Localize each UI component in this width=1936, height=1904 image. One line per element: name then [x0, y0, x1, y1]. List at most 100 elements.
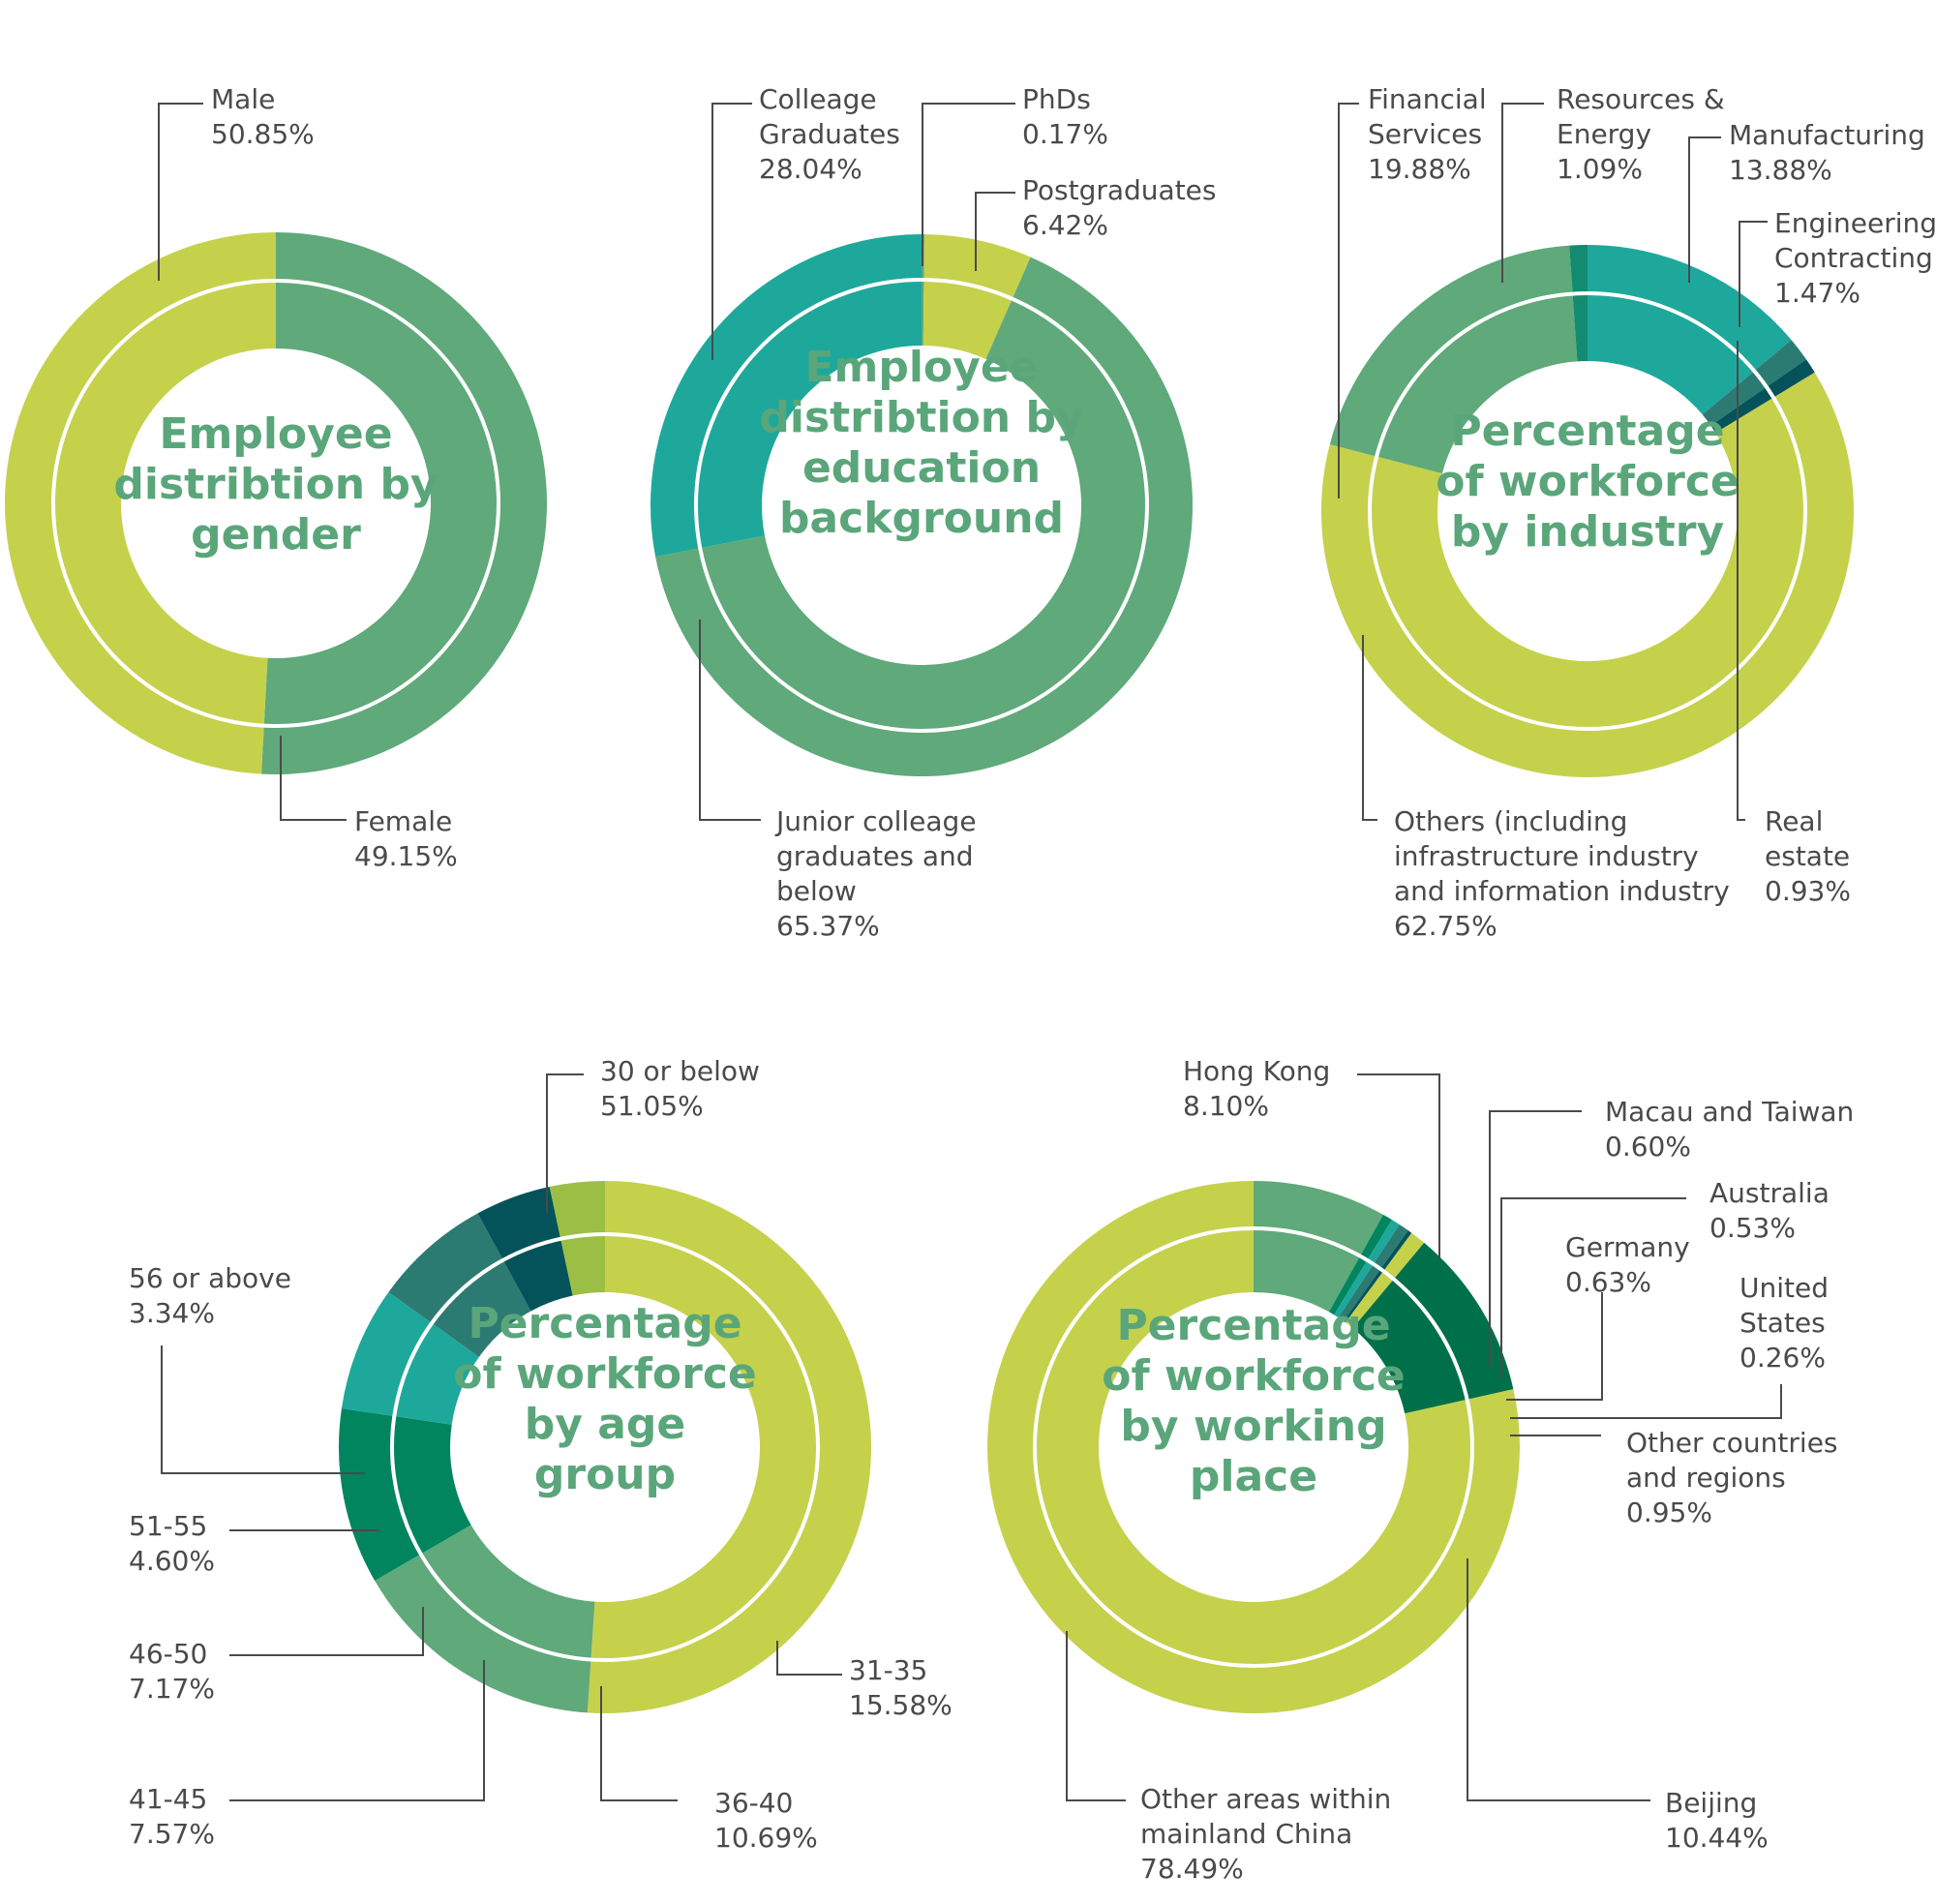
slice-label-real-estate: Real estate 0.93%	[1765, 805, 1851, 907]
slice-label-line: 0.53%	[1709, 1212, 1796, 1244]
slice-label-line: 19.88%	[1368, 153, 1471, 185]
slice-label-line: below	[776, 875, 857, 907]
slice-label-line: 49.15%	[354, 840, 458, 872]
slice-female	[5, 232, 277, 774]
slice-label-31-35: 31-35 15.58%	[849, 1654, 953, 1721]
leader-line-junior-colleage-graduates-and-below	[699, 620, 761, 821]
slice-label-line: Australia	[1709, 1177, 1830, 1209]
slice-label-line: 28.04%	[759, 153, 862, 185]
separator-ring	[390, 1232, 820, 1662]
slice-label-line: Beijing	[1665, 1787, 1757, 1819]
slice-label-line: 7.57%	[129, 1818, 215, 1850]
slice-other-countries-and-regions	[1346, 1232, 1425, 1329]
slice-label-line: 50.85%	[211, 118, 315, 150]
slice-label-line: 1.09%	[1557, 153, 1643, 185]
chart-title-line: by industry	[1451, 507, 1724, 557]
slice-label-australia: Australia 0.53%	[1709, 1177, 1830, 1244]
slice-label-colleage-graduates: Colleage Graduates 28.04%	[759, 83, 900, 185]
slice-junior-colleage-graduates-and-below	[655, 257, 1193, 777]
slice-label-line: 1.47%	[1774, 277, 1860, 309]
leader-line-postgraduates	[975, 192, 1015, 271]
leader-line-31-35	[776, 1641, 842, 1676]
slice-label-36-40: 36-40 10.69%	[714, 1787, 818, 1854]
slice-label-line: Germany	[1565, 1231, 1690, 1263]
slice-label-line: 13.88%	[1729, 154, 1832, 186]
leader-line-resources-energy	[1501, 103, 1544, 283]
slice-label-line: 8.10%	[1183, 1090, 1269, 1122]
slice-manufacturing	[1588, 245, 1792, 415]
slice-label-line: Colleage	[759, 83, 877, 115]
slice-australia	[1334, 1220, 1400, 1318]
slice-label-others-including-infrastructure-industry-and-information-industry: Others (including infrastructure industry…	[1394, 805, 1730, 942]
slice-label-line: 3.34%	[129, 1297, 215, 1329]
leader-line-30-or-below	[546, 1073, 584, 1213]
chart-title-line: of workforce	[453, 1349, 757, 1399]
chart-title-line: distribtion by	[113, 460, 438, 509]
slice-germany	[1338, 1224, 1408, 1321]
slice-label-line: Other countries	[1626, 1427, 1838, 1459]
slice-label-hong-kong: Hong Kong 8.10%	[1183, 1055, 1330, 1122]
slice-male	[261, 232, 548, 775]
slice-label-51-55: 51-55 4.60%	[129, 1510, 215, 1577]
slice-label-56-or-above: 56 or above 3.34%	[129, 1262, 291, 1329]
slice-label-line: Resources &	[1557, 83, 1725, 115]
slice-label-line: 30 or below	[600, 1055, 760, 1087]
chart-title-line: by working	[1120, 1402, 1386, 1451]
slice-colleage-graduates	[650, 234, 922, 558]
leader-line-phds	[922, 103, 1015, 266]
slice-label-macau-and-taiwan: Macau and Taiwan 0.60%	[1605, 1096, 1854, 1163]
chart-title-line: group	[534, 1450, 676, 1499]
slice-label-line: infrastructure industry	[1394, 840, 1699, 872]
leader-line-colleage-graduates	[711, 103, 752, 360]
chart-title-line: Percentage	[1450, 407, 1724, 456]
slice-label-line: Graduates	[759, 118, 900, 150]
chart-title-line: Percentage	[468, 1299, 741, 1348]
slice-label-line: Male	[211, 83, 275, 115]
chart-title-line: of workforce	[1436, 457, 1739, 506]
slice-label-other-areas-within-mainland-china: Other areas within mainland China 78.49%	[1140, 1783, 1391, 1885]
slice-label-line: 10.44%	[1665, 1822, 1769, 1854]
slice-46-50	[388, 1213, 531, 1357]
leader-line-macau-and-taiwan	[1489, 1110, 1582, 1368]
slice-label-beijing: Beijing 10.44%	[1665, 1787, 1769, 1854]
leader-line-female	[280, 736, 347, 821]
slice-label-line: and information industry	[1394, 875, 1730, 907]
slice-other-areas-within-mainland-china	[987, 1181, 1521, 1713]
slice-label-line: PhDs	[1022, 83, 1091, 115]
slice-label-line: 0.63%	[1565, 1266, 1651, 1298]
leader-line-beijing	[1467, 1558, 1650, 1801]
slice-label-line: 31-35	[849, 1654, 927, 1686]
slice-label-line: 51.05%	[600, 1090, 704, 1122]
leader-line-others-including-infrastructure-industry-and-information-industry	[1362, 635, 1377, 821]
slice-label-line: estate	[1765, 840, 1850, 872]
leader-line-real-estate	[1737, 341, 1745, 821]
slice-label-line: Hong Kong	[1183, 1055, 1330, 1087]
leader-line-engineering-contracting	[1739, 221, 1768, 327]
leader-line-41-45	[229, 1660, 485, 1801]
slice-label-manufacturing: Manufacturing 13.88%	[1729, 119, 1925, 186]
slice-label-line: Services	[1368, 118, 1482, 150]
slice-label-line: Contracting	[1774, 242, 1933, 274]
chart-title-line: Percentage	[1116, 1301, 1390, 1350]
leader-line-male	[158, 103, 203, 281]
separator-ring	[694, 278, 1149, 733]
separator-ring	[1033, 1226, 1474, 1668]
slice-label-line: mainland China	[1140, 1818, 1352, 1850]
chart-title-line: education	[802, 443, 1041, 493]
slice-label-united-states: United States 0.26%	[1739, 1272, 1829, 1374]
slice-label-financial-services: Financial Services 19.88%	[1368, 83, 1487, 185]
chart-title-line: Employee	[804, 343, 1038, 392]
separator-ring	[1368, 291, 1807, 731]
leader-line-united-states	[1510, 1384, 1782, 1419]
chart-title-line: by age	[525, 1400, 686, 1449]
slice-36-40	[338, 1408, 471, 1582]
slice-label-line: Financial	[1368, 83, 1487, 115]
slice-others-including-infrastructure-industry-and-information-industry	[1321, 372, 1855, 778]
chart-title: Percentage of workforce by age group	[453, 1299, 757, 1499]
slice-label-line: 41-45	[129, 1783, 207, 1815]
slice-label-line: United	[1739, 1272, 1829, 1304]
chart-title: Percentage of workforce by industry	[1436, 407, 1739, 557]
slice-resources-energy	[1569, 245, 1588, 362]
slice-label-line: Energy	[1557, 118, 1651, 150]
chart-title: Employee distribtion by gender	[113, 409, 438, 559]
